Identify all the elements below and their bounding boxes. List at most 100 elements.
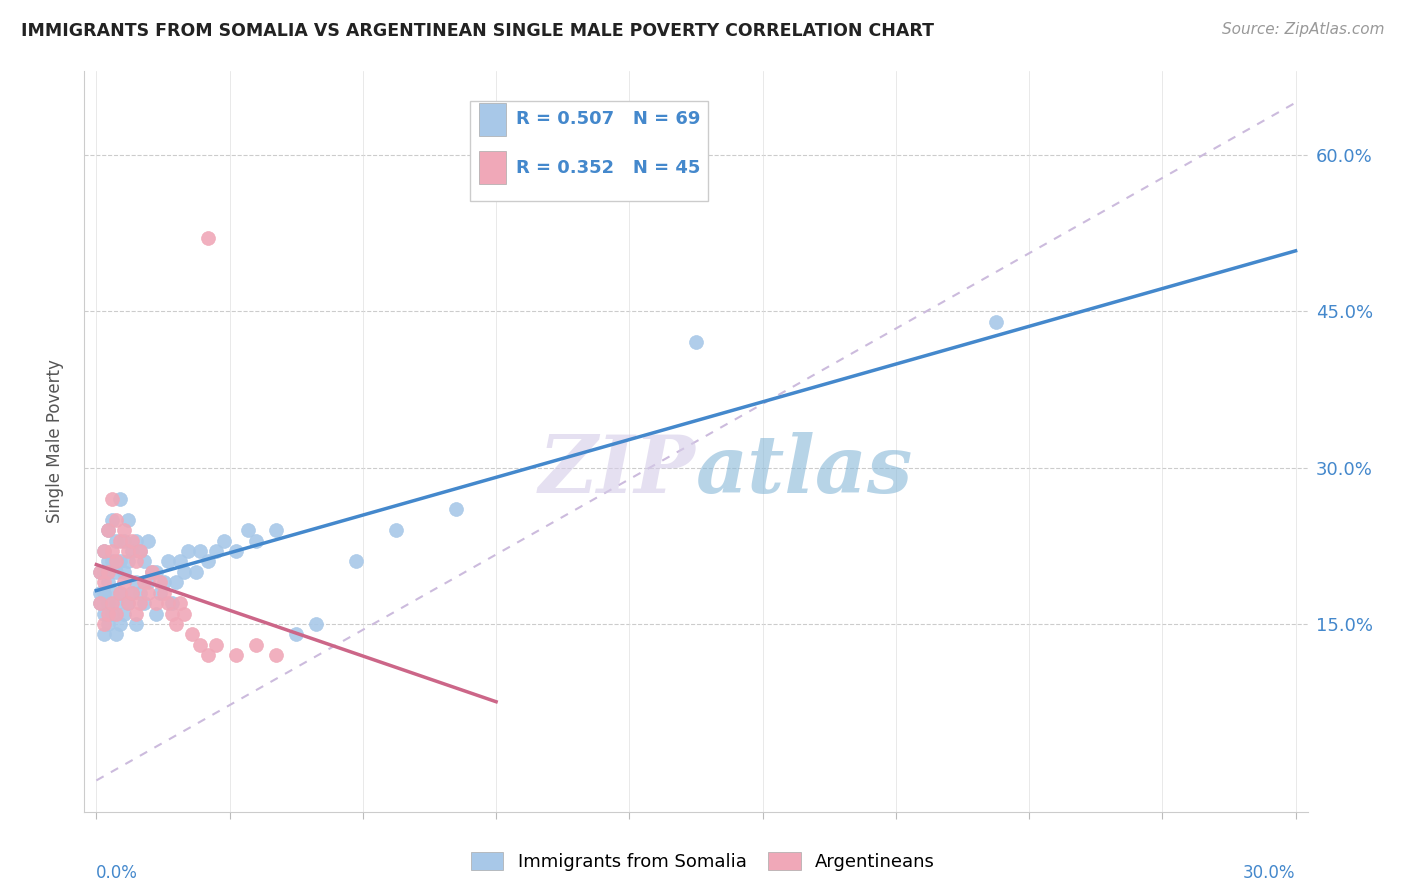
- Point: [97, 617, 120, 632]
- Point: [101, 491, 124, 506]
- Point: [110, 617, 132, 632]
- Point: [97, 523, 120, 537]
- Point: [121, 533, 143, 548]
- Point: [105, 596, 128, 610]
- Point: [129, 544, 152, 558]
- Point: [136, 586, 159, 600]
- Point: [125, 617, 148, 632]
- Point: [110, 533, 132, 548]
- Point: [145, 596, 167, 610]
- Point: [125, 575, 148, 590]
- Point: [225, 544, 247, 558]
- Point: [188, 544, 211, 558]
- Point: [97, 607, 120, 621]
- Point: [181, 627, 204, 641]
- Point: [101, 586, 124, 600]
- Point: [141, 565, 163, 579]
- Point: [245, 638, 267, 652]
- Point: [117, 554, 139, 568]
- Point: [157, 596, 180, 610]
- Point: [97, 554, 120, 568]
- Bar: [479, 103, 506, 136]
- Point: [89, 596, 111, 610]
- Point: [285, 627, 308, 641]
- Point: [93, 617, 115, 632]
- Point: [101, 596, 124, 610]
- Point: [205, 544, 228, 558]
- Point: [93, 565, 115, 579]
- Point: [173, 607, 195, 621]
- Point: [121, 544, 143, 558]
- Point: [112, 607, 135, 621]
- Point: [89, 565, 111, 579]
- Point: [97, 523, 120, 537]
- Point: [93, 627, 115, 641]
- Point: [93, 575, 115, 590]
- Point: [177, 544, 200, 558]
- Text: Source: ZipAtlas.com: Source: ZipAtlas.com: [1222, 22, 1385, 37]
- Point: [145, 607, 167, 621]
- Point: [101, 544, 124, 558]
- Point: [101, 513, 124, 527]
- Point: [112, 575, 135, 590]
- Point: [112, 565, 135, 579]
- Point: [121, 586, 143, 600]
- Point: [162, 607, 184, 621]
- Point: [169, 554, 191, 568]
- Point: [117, 544, 139, 558]
- Point: [134, 575, 156, 590]
- FancyBboxPatch shape: [470, 101, 709, 201]
- Point: [101, 607, 124, 621]
- Point: [165, 617, 187, 632]
- Point: [125, 607, 148, 621]
- Point: [264, 648, 287, 663]
- Point: [134, 554, 156, 568]
- Point: [984, 315, 1007, 329]
- Point: [136, 533, 159, 548]
- Point: [264, 523, 287, 537]
- Point: [112, 523, 135, 537]
- Point: [153, 586, 176, 600]
- Point: [105, 513, 128, 527]
- Point: [89, 565, 111, 579]
- Point: [157, 554, 180, 568]
- Text: atlas: atlas: [696, 433, 914, 510]
- Point: [93, 544, 115, 558]
- Text: ZIP: ZIP: [538, 433, 696, 510]
- Point: [110, 586, 132, 600]
- Point: [173, 565, 195, 579]
- Point: [153, 575, 176, 590]
- Point: [197, 231, 219, 245]
- Point: [97, 565, 120, 579]
- Point: [129, 544, 152, 558]
- Point: [129, 586, 152, 600]
- Point: [344, 554, 367, 568]
- Point: [141, 565, 163, 579]
- Point: [105, 554, 128, 568]
- Point: [117, 596, 139, 610]
- Point: [89, 586, 111, 600]
- Point: [105, 533, 128, 548]
- Point: [188, 638, 211, 652]
- Point: [165, 575, 187, 590]
- Point: [93, 586, 115, 600]
- Point: [105, 627, 128, 641]
- Point: [105, 607, 128, 621]
- Point: [125, 554, 148, 568]
- Point: [110, 586, 132, 600]
- Point: [149, 586, 172, 600]
- Point: [238, 523, 260, 537]
- Point: [145, 565, 167, 579]
- Point: [110, 491, 132, 506]
- Point: [149, 575, 172, 590]
- Point: [97, 596, 120, 610]
- Point: [121, 586, 143, 600]
- Point: [305, 617, 328, 632]
- Point: [93, 607, 115, 621]
- Point: [112, 533, 135, 548]
- Text: R = 0.352   N = 45: R = 0.352 N = 45: [516, 159, 700, 177]
- Text: IMMIGRANTS FROM SOMALIA VS ARGENTINEAN SINGLE MALE POVERTY CORRELATION CHART: IMMIGRANTS FROM SOMALIA VS ARGENTINEAN S…: [21, 22, 934, 40]
- Point: [89, 596, 111, 610]
- Point: [245, 533, 267, 548]
- Point: [101, 554, 124, 568]
